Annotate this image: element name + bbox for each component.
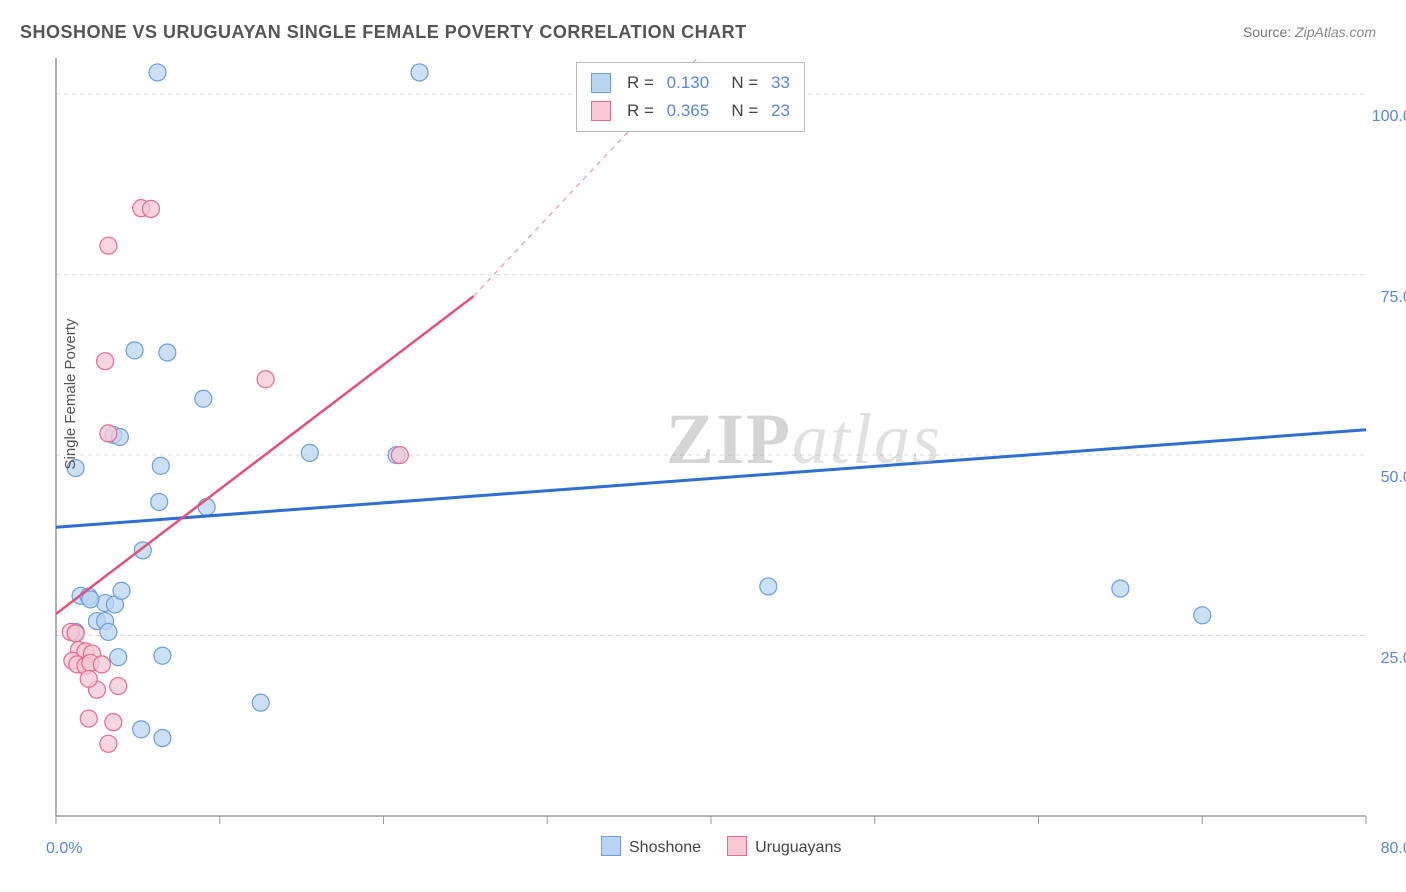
watermark: ZIPatlas xyxy=(666,398,942,481)
source-label: Source: xyxy=(1243,24,1291,40)
legend-r-value: 0.130 xyxy=(667,69,710,97)
legend-swatch xyxy=(591,73,611,93)
legend-row: R = 0.365 N = 23 xyxy=(591,97,790,125)
legend-item: Shoshone xyxy=(601,836,701,857)
y-tick-label: 75.0% xyxy=(1381,289,1406,307)
source-value: ZipAtlas.com xyxy=(1295,24,1376,40)
y-tick-label: 100.0% xyxy=(1372,108,1406,126)
legend-r-label: R = xyxy=(627,97,659,125)
legend-r-value: 0.365 xyxy=(667,97,710,125)
legend-item: Uruguayans xyxy=(727,836,841,857)
x-tick-label: 80.0% xyxy=(1381,840,1406,858)
legend-label: Uruguayans xyxy=(755,839,841,856)
y-tick-label: 50.0% xyxy=(1381,469,1406,487)
x-tick-label: 0.0% xyxy=(46,840,82,858)
series-legend: Shoshone Uruguayans xyxy=(601,836,841,857)
watermark-atlas: atlas xyxy=(792,399,942,479)
correlation-legend: R = 0.130 N = 33R = 0.365 N = 23 xyxy=(576,62,805,132)
legend-n-label: N = xyxy=(717,97,763,125)
watermark-zip: ZIP xyxy=(666,399,792,479)
source-credit: Source: ZipAtlas.com xyxy=(1243,24,1376,40)
legend-label: Shoshone xyxy=(629,839,701,856)
y-axis-label: Single Female Poverty xyxy=(62,319,79,470)
chart-area: ZIPatlas R = 0.130 N = 33R = 0.365 N = 2… xyxy=(46,58,1376,828)
legend-n-label: N = xyxy=(717,69,763,97)
legend-n-value: 33 xyxy=(771,69,790,97)
legend-r-label: R = xyxy=(627,69,659,97)
y-tick-label: 25.0% xyxy=(1381,650,1406,668)
legend-swatch xyxy=(591,101,611,121)
legend-n-value: 23 xyxy=(771,97,790,125)
chart-title: SHOSHONE VS URUGUAYAN SINGLE FEMALE POVE… xyxy=(20,22,747,43)
legend-swatch xyxy=(727,836,747,856)
legend-swatch xyxy=(601,836,621,856)
legend-row: R = 0.130 N = 33 xyxy=(591,69,790,97)
